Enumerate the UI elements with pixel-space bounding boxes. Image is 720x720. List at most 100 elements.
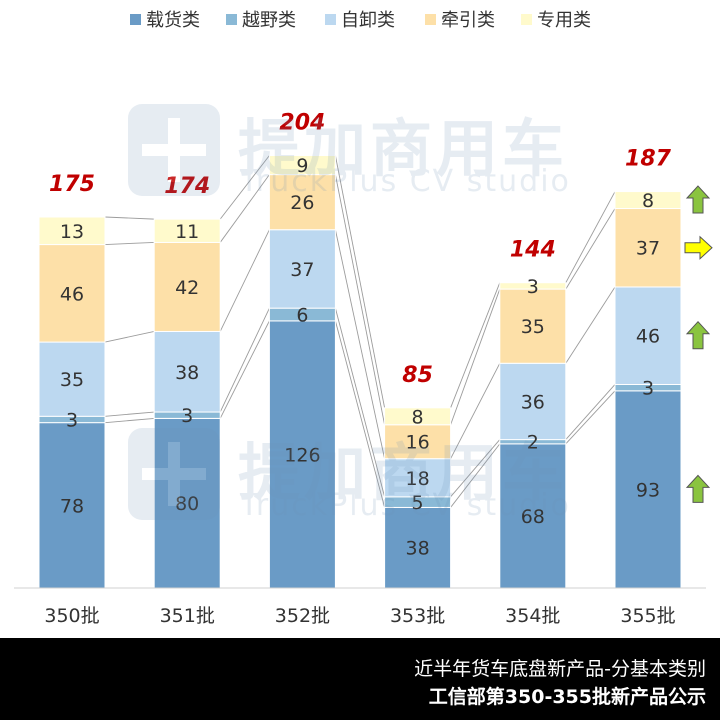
arrow-up-icon xyxy=(685,320,711,350)
segment-value-label: 68 xyxy=(521,506,545,528)
connector-line xyxy=(450,443,501,508)
bar-segment xyxy=(38,341,106,417)
segment-value-label: 3 xyxy=(642,378,654,400)
arrow-up-icon xyxy=(685,474,711,503)
total-value-label: 187 xyxy=(625,147,672,172)
legend-label: 载货类 xyxy=(146,10,200,31)
bar-segment xyxy=(268,155,336,176)
legend-entry: 越野类 xyxy=(226,10,296,31)
segment-value-label: 93 xyxy=(636,479,660,501)
segment-value-label: 38 xyxy=(175,362,199,384)
connector-line xyxy=(104,241,155,246)
bar-segment xyxy=(153,218,221,243)
segment-value-label: 46 xyxy=(60,283,84,305)
legend-entry: 专用类 xyxy=(521,10,591,31)
segment-value-label: 42 xyxy=(175,277,199,299)
segment-value-label: 9 xyxy=(296,155,308,177)
segment-value-label: 2 xyxy=(527,432,539,454)
legend-label: 越野类 xyxy=(242,10,296,31)
bar-segment xyxy=(268,174,336,231)
segment-value-label: 3 xyxy=(181,405,193,427)
segment-value-label: 11 xyxy=(175,221,199,243)
arrow-up-icon xyxy=(685,185,711,214)
segment-value-label: 38 xyxy=(406,538,430,560)
bar-segment xyxy=(38,216,106,246)
connector-line xyxy=(450,282,501,408)
bar-segment xyxy=(268,229,336,309)
x-tick-label: 352批 xyxy=(275,605,330,627)
x-tick-label: 355批 xyxy=(620,605,675,627)
connector-line xyxy=(450,288,501,425)
bar-segment xyxy=(153,417,221,589)
footer-line-2: 工信部第350-355批新产品公示 xyxy=(428,686,706,708)
trend-arrows xyxy=(684,185,713,503)
connector-lines xyxy=(104,155,616,508)
bar-segment xyxy=(384,506,452,589)
bar-segment xyxy=(384,407,452,426)
connector-line xyxy=(334,308,386,497)
segment-value-label: 16 xyxy=(406,432,430,454)
connector-line xyxy=(334,320,386,508)
bar-segment xyxy=(614,390,682,589)
segment-value-label: 78 xyxy=(60,495,84,517)
connector-line xyxy=(565,390,616,445)
legend-label: 牵引类 xyxy=(441,10,495,31)
connector-line xyxy=(565,208,616,290)
connector-line xyxy=(565,191,616,283)
stacked-bar-chart: 载货类 越野类 自卸类 牵引类 专用类 783354613803384211126637… xyxy=(14,10,713,627)
segment-value-label: 13 xyxy=(60,221,84,243)
segment-value-label: 6 xyxy=(296,305,308,327)
connector-line xyxy=(219,229,270,332)
segment-value-label: 3 xyxy=(66,409,78,431)
legend-swatch xyxy=(425,14,436,25)
connector-line xyxy=(219,174,270,243)
connector-line xyxy=(219,320,270,419)
footer-banner: 近半年货车底盘新产品-分基本类别 工信部第350-355批新产品公示 xyxy=(0,638,720,720)
connector-line xyxy=(219,155,270,220)
legend-label: 自卸类 xyxy=(341,10,395,31)
legend: 载货类 越野类 自卸类 牵引类 专用类 xyxy=(130,10,591,31)
connector-line xyxy=(450,363,501,459)
legend-label: 专用类 xyxy=(537,10,591,31)
x-tick-label: 351批 xyxy=(160,605,215,627)
bar-segment xyxy=(499,288,567,364)
x-tick-label: 353批 xyxy=(390,605,445,627)
segment-value-label: 18 xyxy=(406,468,430,490)
total-value-label: 85 xyxy=(402,363,433,388)
total-value-label: 204 xyxy=(279,111,325,136)
segment-value-label: 80 xyxy=(175,493,199,515)
legend-swatch xyxy=(130,14,141,25)
total-value-label: 175 xyxy=(49,172,95,197)
total-value-label: 174 xyxy=(164,174,210,199)
connector-line xyxy=(334,229,386,459)
legend-swatch xyxy=(226,14,237,25)
connector-line xyxy=(104,411,155,417)
connector-line xyxy=(565,286,616,364)
bar-segment xyxy=(614,286,682,385)
legend-entry: 牵引类 xyxy=(425,10,495,31)
footer-line-1: 近半年货车底盘新产品-分基本类别 xyxy=(414,658,706,680)
legend-entry: 载货类 xyxy=(130,10,200,31)
connector-line xyxy=(219,307,270,413)
x-axis-labels: 350批 351批 352批 353批 354批 355批 xyxy=(44,605,675,627)
connector-line xyxy=(334,174,386,425)
bar-segment xyxy=(499,282,567,290)
bars xyxy=(38,155,682,589)
segment-value-label: 36 xyxy=(521,391,545,413)
bar-segment xyxy=(614,208,682,288)
segment-value-label: 5 xyxy=(412,492,424,514)
segment-value-label: 35 xyxy=(521,316,545,338)
bar-segment xyxy=(499,362,567,441)
arrow-right-icon xyxy=(684,235,713,260)
bar-segment xyxy=(153,330,221,413)
connector-line xyxy=(565,384,616,440)
segment-value-label: 37 xyxy=(636,238,660,260)
legend-entry: 自卸类 xyxy=(325,10,395,31)
segment-value-label: 46 xyxy=(636,326,660,348)
segment-value-label: 8 xyxy=(642,190,654,212)
segment-value-label: 8 xyxy=(412,406,424,428)
bar-segment xyxy=(384,458,452,498)
connector-line xyxy=(104,417,155,424)
total-labels: 175 174 204 85 144 187 xyxy=(49,111,672,388)
bar-segment xyxy=(153,241,221,332)
